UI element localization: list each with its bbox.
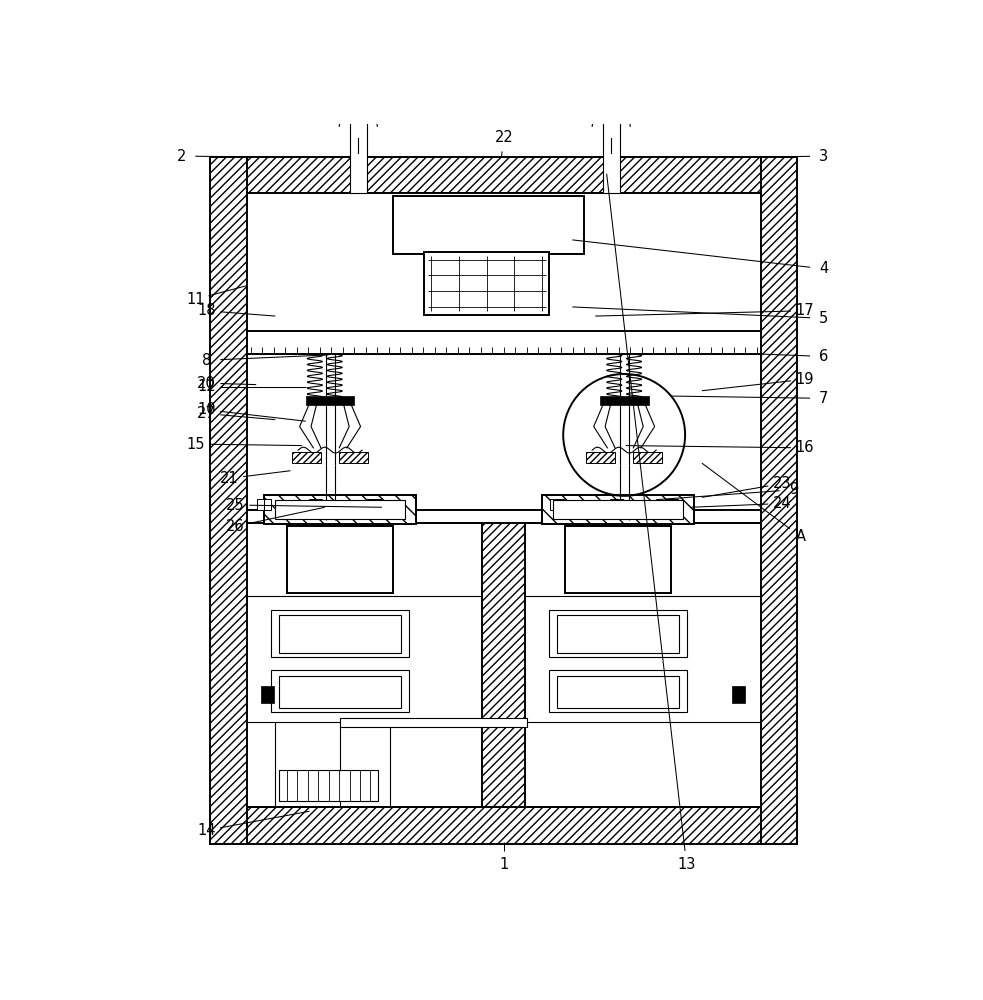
- Bar: [424, 252, 549, 315]
- Bar: [483, 523, 525, 807]
- Bar: [210, 807, 797, 844]
- Bar: [609, 499, 623, 510]
- Bar: [557, 676, 679, 708]
- Bar: [586, 452, 615, 463]
- Text: 1: 1: [499, 857, 508, 872]
- Bar: [731, 686, 745, 703]
- Text: 27: 27: [198, 406, 216, 421]
- Bar: [350, 104, 367, 193]
- Text: 13: 13: [677, 857, 696, 872]
- Bar: [279, 615, 401, 653]
- Text: 22: 22: [494, 130, 513, 145]
- Text: 23: 23: [773, 476, 791, 491]
- Bar: [603, 104, 619, 193]
- Bar: [247, 331, 761, 354]
- Bar: [368, 499, 381, 510]
- Bar: [306, 396, 355, 405]
- Bar: [339, 452, 369, 463]
- Bar: [260, 686, 274, 703]
- Text: 6: 6: [819, 349, 829, 364]
- Text: 25: 25: [226, 497, 245, 512]
- Bar: [550, 499, 564, 510]
- Bar: [761, 157, 797, 844]
- Text: 2: 2: [177, 149, 186, 164]
- Bar: [665, 499, 678, 510]
- Text: A: A: [796, 529, 806, 544]
- Bar: [553, 500, 683, 519]
- Bar: [247, 510, 761, 523]
- Bar: [320, 501, 360, 526]
- Bar: [633, 452, 663, 463]
- Text: 5: 5: [819, 311, 829, 326]
- Bar: [549, 670, 687, 712]
- Text: 14: 14: [198, 823, 216, 838]
- Bar: [600, 396, 649, 405]
- Text: 7: 7: [819, 391, 829, 406]
- Bar: [210, 157, 797, 193]
- Bar: [393, 196, 584, 254]
- Text: 4: 4: [819, 261, 829, 276]
- Bar: [263, 495, 416, 524]
- Text: 12: 12: [198, 379, 216, 394]
- Text: 20: 20: [198, 376, 216, 391]
- Bar: [275, 500, 405, 519]
- Bar: [257, 499, 270, 510]
- Bar: [271, 670, 409, 712]
- Text: 3: 3: [819, 149, 829, 164]
- Text: 19: 19: [795, 372, 814, 387]
- Bar: [340, 718, 527, 727]
- Text: 18: 18: [198, 303, 216, 318]
- Bar: [292, 452, 321, 463]
- Text: 9: 9: [788, 482, 798, 497]
- Bar: [542, 495, 694, 524]
- Text: 8: 8: [202, 353, 211, 368]
- Bar: [279, 770, 378, 801]
- Bar: [279, 676, 401, 708]
- Text: 10: 10: [198, 402, 216, 417]
- Text: 16: 16: [795, 440, 814, 455]
- Text: 15: 15: [186, 437, 204, 452]
- Bar: [210, 157, 247, 844]
- Bar: [557, 615, 679, 653]
- Bar: [549, 610, 687, 657]
- Text: 26: 26: [226, 519, 245, 534]
- Bar: [271, 610, 409, 657]
- Bar: [599, 501, 638, 526]
- Text: 11: 11: [186, 292, 204, 307]
- Text: 24: 24: [773, 496, 791, 511]
- Text: 21: 21: [220, 471, 239, 486]
- Text: 17: 17: [795, 303, 814, 318]
- Bar: [287, 526, 393, 593]
- Bar: [309, 499, 322, 510]
- Bar: [564, 526, 671, 593]
